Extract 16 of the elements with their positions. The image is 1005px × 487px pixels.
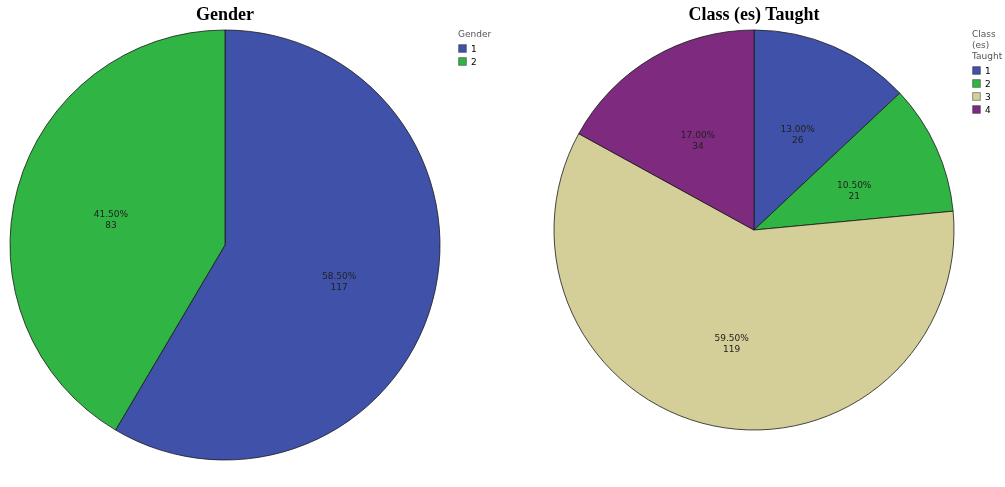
legend-label: 2 bbox=[471, 56, 477, 67]
legend-label: 1 bbox=[985, 65, 991, 76]
legend-label: 2 bbox=[985, 78, 991, 89]
data-label: 41.50% 83 bbox=[93, 208, 129, 230]
data-label: 59.50% 119 bbox=[714, 332, 750, 354]
chart-title: Class (es) Taught bbox=[688, 4, 820, 26]
data-label: 13.00% 26 bbox=[780, 124, 816, 146]
chart-title: Gender bbox=[196, 4, 254, 25]
legend-label: 3 bbox=[985, 91, 991, 102]
legend-label: 1 bbox=[471, 43, 477, 54]
data-label: 58.50% 117 bbox=[321, 271, 357, 293]
legend-label: 4 bbox=[985, 104, 991, 115]
data-label: 17.00% 34 bbox=[680, 130, 716, 152]
legend-title: Class (es) Taught bbox=[971, 29, 1003, 61]
legend-title: Gender bbox=[458, 29, 492, 39]
data-label: 10.50% 21 bbox=[837, 179, 872, 201]
